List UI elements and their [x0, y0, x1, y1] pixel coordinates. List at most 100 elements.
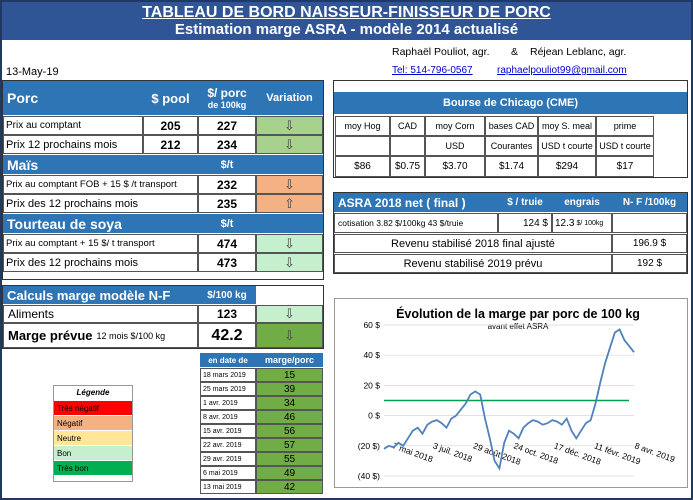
asra-engrais-value: 12.3 [555, 217, 575, 229]
rev2018-value: 196.9 $ [612, 234, 687, 253]
chicago-col-header: bases CAD [485, 116, 538, 136]
chicago-panel [333, 80, 688, 178]
down-arrow-icon: ⇩ [256, 253, 323, 272]
down-arrow-icon: ⇩ [256, 305, 323, 323]
margin-chart: Évolution de la marge par porc de 100 kg… [358, 306, 677, 481]
legend-title: Légende [76, 388, 110, 397]
legend-item: Neutre [54, 430, 132, 445]
porc-col-porc-unit: de 100kg [207, 100, 247, 110]
legend-box: Légende Très négatif Négatif Neutre Bon Très… [53, 385, 133, 482]
chicago-value: $0.75 [390, 156, 425, 177]
phone-link[interactable]: Tel: 514-796-0567 [392, 65, 473, 76]
chicago-value: $1.74 [485, 156, 538, 177]
chart-series-line [383, 328, 635, 471]
asra-engrais-cell: 12.3 $/ 100kg [552, 213, 612, 233]
history-date: 18 mars 2019 [200, 368, 256, 382]
history-date: 6 mai 2019 [200, 466, 256, 480]
history-col-date: en date de [200, 353, 256, 367]
marge-label-cell: Marge prévue 12 mois $/100 kg [3, 323, 198, 348]
calculs-title: Calculs marge modèle N-F [3, 286, 198, 304]
rev2019-value: 192 $ [612, 254, 687, 273]
chicago-value: $86 [335, 156, 390, 177]
chicago-col-unit: USD t courte [596, 136, 654, 156]
mais-title: Maïs [3, 155, 198, 174]
history-date: 15 avr. 2019 [200, 424, 256, 438]
rev2018-label: Revenu stabilisé 2018 final ajusté [334, 234, 612, 253]
porc-row-0-pool: 205 [143, 116, 198, 135]
chicago-col-unit: USD t courte [538, 136, 596, 156]
chart-y-tick: 20 $ [363, 380, 380, 390]
author-1: Raphaël Pouliot, agr. [392, 46, 490, 58]
title-banner: TABLEAU DE BORD NAISSEUR-FINISSEUR DE PO… [2, 2, 691, 40]
chart-y-tick: 40 $ [363, 350, 380, 360]
marge-value: 42.2 [198, 323, 256, 348]
rev2019-label: Revenu stabilisé 2019 prévu [334, 254, 612, 273]
down-arrow-icon: ⇩ [256, 175, 323, 194]
soya-row-1-label: Prix des 12 prochains mois [3, 253, 198, 272]
margin-chart-frame [334, 298, 688, 488]
chicago-col-unit: USD [425, 136, 485, 156]
soya-unit: $/t [198, 214, 256, 233]
chart-grid [384, 324, 634, 477]
porc-row-1-label: Prix 12 prochains mois [3, 135, 143, 154]
history-date: 29 avr. 2019 [200, 452, 256, 466]
author-amp: & [511, 46, 519, 58]
asra-truie-value: 124 $ [498, 213, 552, 233]
history-marge: 57 [256, 438, 323, 452]
soya-row-0-value: 474 [198, 234, 256, 253]
asra-panel [333, 192, 688, 274]
mais-row-0-value: 232 [198, 175, 256, 194]
porc-col-porc-label: $/ porc [207, 86, 247, 100]
calculs-panel [2, 285, 324, 349]
soya-row-1-value: 473 [198, 253, 256, 272]
chart-y-axis: 60 $ 40 $ 20 $ 0 $ (20 $) (40 $) [358, 320, 380, 481]
asra-engrais-unit: $/ 100kg [576, 219, 604, 227]
page-title: TABLEAU DE BORD NAISSEUR-FINISSEUR DE PO… [142, 4, 551, 21]
legend-items: Très négatif Négatif Neutre Bon Très bon [54, 400, 132, 475]
porc-row-0-porc: 227 [198, 116, 256, 135]
porc-col-variation: Variation [256, 81, 323, 115]
asra-col-engrais: engrais [552, 193, 612, 212]
history-date: 25 mars 2019 [200, 382, 256, 396]
chart-y-tick: 0 $ [368, 411, 380, 421]
porc-col-porc: $/ porc de 100kg [198, 81, 256, 115]
left-price-panel [2, 80, 324, 280]
chicago-col-unit [390, 136, 425, 156]
soya-row-0-label: Prix au comptant + 15 $/ t transport [3, 234, 198, 253]
page-subtitle: Estimation marge ASRA - modèle 2014 actu… [174, 21, 519, 38]
history-date: 13 mai 2019 [200, 480, 256, 494]
up-arrow-icon: ⇧ [256, 194, 323, 213]
history-marge: 49 [256, 466, 323, 480]
history-date: 1 avr. 2019 [200, 396, 256, 410]
down-arrow-icon: ⇩ [256, 135, 323, 154]
down-arrow-icon: ⇩ [256, 116, 323, 135]
porc-col-pool: $ pool [143, 81, 198, 115]
down-arrow-icon: ⇩ [256, 234, 323, 253]
chicago-value: $294 [538, 156, 596, 177]
mais-row-0-label: Prix au comptant FOB + 15 $ /t transport [3, 175, 198, 194]
email-link[interactable]: raphaelpouliot99@gmail.com [497, 65, 627, 76]
chart-y-tick: 60 $ [363, 320, 380, 330]
marge-label: Marge prévue [8, 328, 93, 343]
chicago-value: $3.70 [425, 156, 485, 177]
history-col-marge: marge/porc [256, 353, 323, 367]
history-marge: 34 [256, 396, 323, 410]
history-marge: 46 [256, 410, 323, 424]
chart-title: Évolution de la marge par porc de 100 kg [396, 306, 640, 321]
aliments-value: 123 [198, 305, 256, 323]
marge-suffix: 12 mois $/100 kg [96, 330, 166, 341]
history-date: 8 avr. 2019 [200, 410, 256, 424]
porc-title: Porc [3, 81, 143, 115]
chicago-col-header: moy Hog [335, 116, 390, 136]
chicago-col-header: moy Corn [425, 116, 485, 136]
mais-row-1-label: Prix des 12 prochains mois [3, 194, 198, 213]
down-arrow-icon: ⇩ [256, 323, 323, 348]
asra-nf-value [612, 213, 687, 233]
chart-y-tick: (40 $) [358, 471, 380, 481]
mais-header-filler [256, 155, 323, 174]
asra-cotisation: cotisation 3.82 $/100kg 43 $/truie [334, 213, 498, 233]
chicago-title: Bourse de Chicago (CME) [334, 92, 687, 114]
legend-item: Très bon [54, 460, 132, 475]
